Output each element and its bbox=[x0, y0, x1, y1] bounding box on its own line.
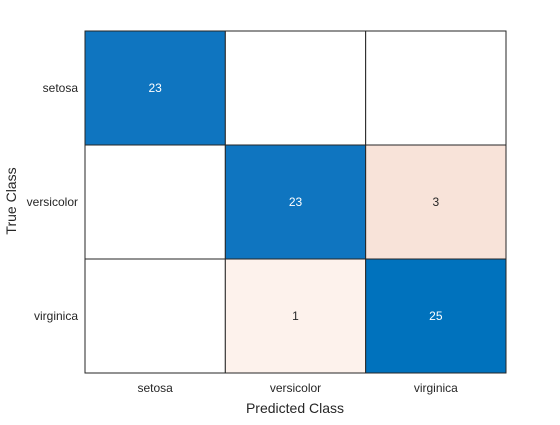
x-tick-labels: setosa versicolor virginica bbox=[137, 381, 458, 395]
cell-value-label: 3 bbox=[432, 195, 439, 209]
matrix-cell-virginica-virginica bbox=[365, 258, 507, 374]
y-tick-label: virginica bbox=[34, 309, 78, 323]
cell-value-label: 23 bbox=[289, 195, 303, 209]
cell-value-label: 25 bbox=[429, 309, 443, 323]
matrix-cell-versicolor-virginica bbox=[365, 144, 507, 260]
matrix-cell-versicolor-versicolor bbox=[224, 144, 367, 260]
matrix-cell-virginica-versicolor bbox=[224, 258, 367, 374]
matrix-cell-versicolor-setosa bbox=[84, 144, 226, 260]
y-tick-labels: setosa versicolor virginica bbox=[27, 81, 79, 323]
matrix-cell-setosa-virginica bbox=[365, 30, 507, 146]
x-axis-label: Predicted Class bbox=[246, 400, 344, 416]
matrix-cell-virginica-setosa bbox=[84, 258, 226, 374]
y-tick-label: versicolor bbox=[27, 195, 78, 209]
y-tick-label: setosa bbox=[43, 81, 79, 95]
cell-value-label: 1 bbox=[292, 309, 299, 323]
y-axis-label: True Class bbox=[3, 167, 19, 234]
matrix-cell-labels: 23 23 3 1 25 bbox=[148, 81, 442, 323]
cell-value-label: 23 bbox=[148, 81, 162, 95]
x-tick-label: virginica bbox=[414, 381, 458, 395]
x-tick-label: versicolor bbox=[270, 381, 321, 395]
matrix-cells bbox=[84, 30, 507, 374]
matrix-cell-setosa-setosa bbox=[84, 30, 226, 146]
x-tick-label: setosa bbox=[137, 381, 173, 395]
matrix-cell-setosa-versicolor bbox=[224, 30, 367, 146]
